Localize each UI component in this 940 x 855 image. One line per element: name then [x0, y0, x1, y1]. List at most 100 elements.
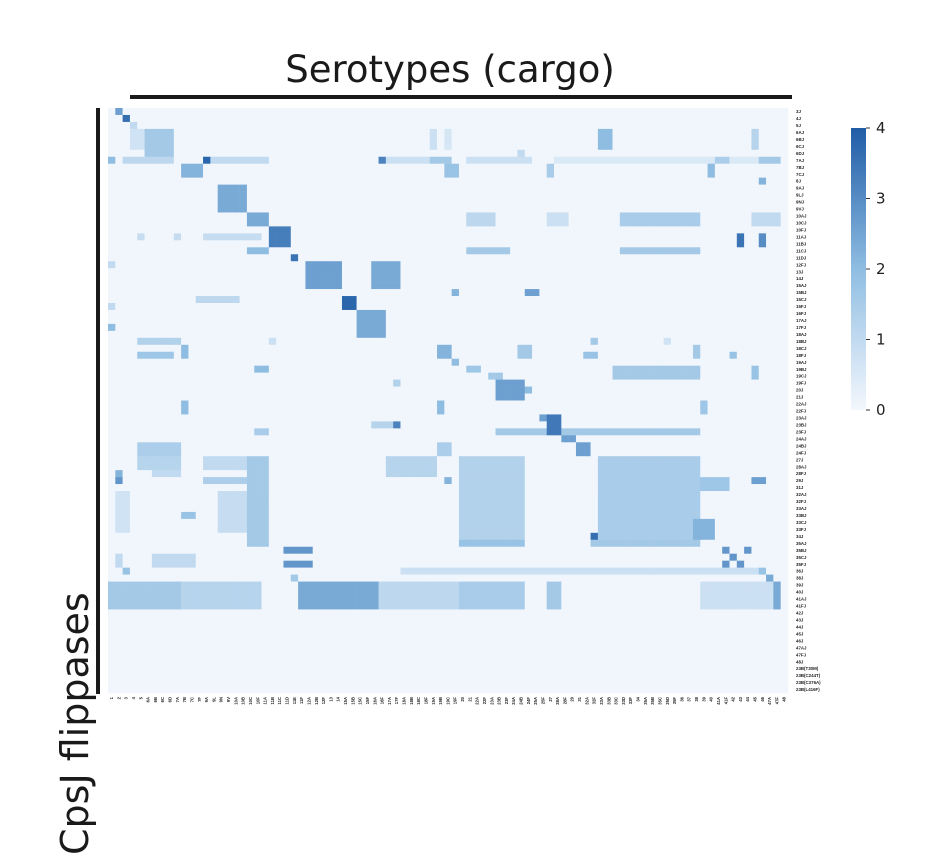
heatmap-cell	[356, 449, 365, 457]
heatmap-cell	[539, 330, 548, 339]
heatmap-cell	[663, 191, 672, 199]
heatmap-cell	[181, 226, 189, 234]
heatmap-cell	[744, 212, 752, 220]
heatmap-cell	[232, 275, 240, 283]
heatmap-cell	[400, 330, 409, 339]
heatmap-cell	[597, 296, 606, 304]
heatmap-cell	[437, 121, 445, 130]
heatmap-cell	[583, 463, 591, 471]
heatmap-cell	[341, 372, 350, 380]
heatmap-cell	[502, 191, 511, 199]
heatmap-cell	[334, 351, 343, 360]
heatmap-cell	[203, 296, 211, 304]
heatmap-cell	[166, 407, 175, 415]
heatmap-cell	[568, 219, 577, 227]
heatmap-cell	[254, 282, 262, 290]
heatmap-cell	[298, 268, 306, 276]
heatmap-cell	[634, 407, 643, 415]
heatmap-cell	[224, 121, 233, 130]
heatmap-cell	[261, 428, 270, 436]
heatmap-cell	[480, 470, 489, 478]
heatmap-cell	[356, 428, 365, 436]
heatmap-cell	[473, 282, 482, 290]
heatmap-cell	[766, 114, 774, 123]
heatmap-cell	[714, 198, 723, 206]
heatmap-cell	[385, 414, 394, 422]
heatmap-cell	[532, 449, 540, 457]
heatmap-cell	[780, 282, 789, 290]
heatmap-cell	[524, 170, 533, 178]
heatmap-cell	[108, 128, 116, 137]
heatmap-cell	[517, 330, 526, 339]
heatmap-cell	[254, 393, 262, 401]
heatmap-cell	[692, 442, 701, 450]
heatmap-cell	[517, 156, 526, 165]
heatmap-cell	[188, 108, 197, 116]
heatmap-cell	[166, 344, 175, 353]
heatmap-cell	[415, 156, 423, 165]
heatmap-cell	[188, 316, 197, 325]
heatmap-cell	[524, 372, 533, 380]
heatmap-cell	[773, 191, 781, 199]
heatmap-cell	[334, 275, 343, 283]
heatmap-cell	[356, 198, 365, 206]
heatmap-cell	[437, 330, 445, 339]
heatmap-cell	[283, 309, 292, 318]
heatmap-cell	[393, 247, 401, 255]
heatmap-cell	[561, 386, 569, 394]
heatmap-cell	[115, 400, 123, 408]
heatmap-cell	[568, 268, 577, 276]
heatmap-cell	[722, 233, 730, 241]
heatmap-cell	[554, 254, 562, 262]
heatmap-cell	[268, 282, 277, 290]
heatmap-cell	[290, 372, 299, 380]
heatmap-cell	[532, 198, 540, 206]
heatmap-cell	[159, 407, 167, 415]
heatmap-cell	[437, 184, 445, 192]
heatmap-cell	[415, 337, 423, 346]
heatmap-cell	[290, 400, 299, 408]
heatmap-cell	[437, 358, 445, 366]
heatmap-cell	[312, 108, 321, 116]
heatmap-cell	[371, 358, 379, 366]
heatmap-cell	[261, 142, 270, 151]
heatmap-cell	[283, 128, 292, 137]
heatmap-cell	[254, 226, 262, 234]
heatmap-cell	[510, 414, 518, 422]
heatmap-cell	[524, 428, 533, 436]
heatmap-cell	[217, 108, 226, 116]
heatmap-cell	[195, 344, 204, 353]
heatmap-cell	[480, 407, 489, 415]
heatmap-cell	[524, 351, 533, 360]
heatmap-cell	[568, 205, 577, 213]
heatmap-cell	[546, 184, 555, 192]
heatmap-cell	[129, 316, 138, 325]
heatmap-cell	[539, 108, 548, 116]
heatmap-cell	[663, 400, 672, 408]
heatmap-cell	[488, 226, 496, 234]
heatmap-cell	[415, 372, 423, 380]
heatmap-cell	[758, 268, 767, 276]
heatmap-cell	[415, 198, 423, 206]
heatmap-cell	[590, 372, 599, 380]
heatmap-cell	[473, 219, 482, 227]
heatmap-cell	[268, 114, 277, 123]
heatmap-cell	[539, 212, 548, 220]
heatmap-cell	[327, 170, 335, 178]
heatmap-cell	[239, 261, 248, 269]
heatmap-cell	[627, 177, 635, 185]
heatmap-cell	[707, 198, 716, 206]
heatmap-cell	[203, 156, 211, 165]
heatmap-cell	[298, 358, 306, 366]
heatmap-cell	[714, 212, 723, 220]
heatmap-cell	[627, 351, 635, 360]
heatmap-cell	[583, 351, 591, 360]
heatmap-cell	[641, 421, 650, 429]
heatmap-cell	[641, 128, 650, 137]
heatmap-cell	[393, 191, 401, 199]
heatmap-cell	[115, 358, 123, 366]
heatmap-cell	[378, 191, 387, 199]
heatmap-cell	[371, 330, 379, 339]
heatmap-cell	[444, 393, 452, 401]
heatmap-cell	[495, 233, 504, 241]
